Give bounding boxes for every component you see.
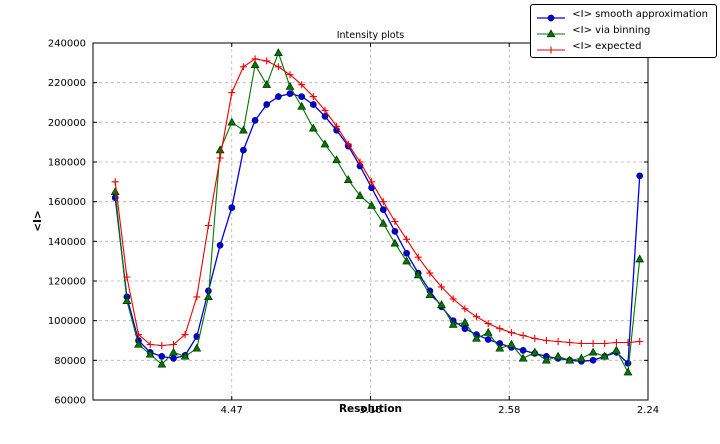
legend-sample-svg bbox=[537, 29, 566, 38]
legend-label-expected: <I> expected bbox=[572, 41, 642, 52]
plot-area bbox=[93, 43, 648, 400]
legend-item-via-binning: <I> via binning bbox=[536, 23, 708, 39]
legend-item-expected: <I> expected bbox=[536, 39, 708, 55]
y-axis-label: <I> bbox=[32, 210, 44, 232]
tick-marks bbox=[93, 42, 649, 401]
x-tick-label: 2.24 bbox=[637, 405, 659, 416]
series-smooth-approximation bbox=[111, 90, 644, 367]
series-markers-via-binning bbox=[110, 48, 645, 376]
series-expected bbox=[111, 55, 644, 349]
series-line-via-binning bbox=[114, 51, 641, 375]
legend-label-smooth-approximation: <I> smooth approximation bbox=[572, 9, 708, 20]
y-tick-label: 120000 bbox=[48, 277, 86, 288]
series-line-expected bbox=[114, 58, 640, 347]
y-tick-label: 80000 bbox=[54, 356, 86, 367]
y-tick-label: 180000 bbox=[48, 158, 86, 169]
x-tick-label: 4.47 bbox=[221, 405, 243, 416]
x-axis-label: Resolution bbox=[338, 403, 403, 415]
series-via-binning bbox=[110, 48, 645, 376]
y-tick-label: 240000 bbox=[48, 39, 86, 50]
y-tick-label: 220000 bbox=[48, 78, 86, 89]
legend: <I> smooth approximation <I> via binning… bbox=[530, 4, 717, 58]
y-tick-label: 60000 bbox=[54, 396, 86, 407]
y-tick-label: 140000 bbox=[48, 237, 86, 248]
legend-item-smooth-approximation: <I> smooth approximation bbox=[536, 7, 708, 23]
chart-title: Intensity plots bbox=[336, 30, 405, 41]
legend-marker-triangle-icon bbox=[536, 25, 566, 38]
legend-sample-svg bbox=[537, 14, 566, 22]
tick-labels: 60000 80000 100000 120000 140000 160000 180000… bbox=[48, 39, 659, 417]
series-markers-smooth-approximation bbox=[111, 90, 644, 367]
legend-label-via-binning: <I> via binning bbox=[572, 25, 651, 36]
plot-border bbox=[92, 42, 649, 401]
y-tick-label: 160000 bbox=[48, 197, 86, 208]
y-tick-label: 200000 bbox=[48, 118, 86, 129]
x-tick-label: 3.16 bbox=[359, 405, 381, 416]
y-tick-label: 100000 bbox=[48, 316, 86, 327]
series-markers-expected bbox=[111, 55, 644, 349]
grid-lines bbox=[93, 43, 648, 400]
legend-marker-plus-icon bbox=[536, 41, 566, 54]
legend-sample-svg bbox=[537, 46, 566, 54]
x-tick-label: 2.58 bbox=[498, 405, 520, 416]
legend-marker-circle-icon bbox=[536, 9, 566, 22]
series-line-smooth-approximation bbox=[114, 92, 641, 365]
